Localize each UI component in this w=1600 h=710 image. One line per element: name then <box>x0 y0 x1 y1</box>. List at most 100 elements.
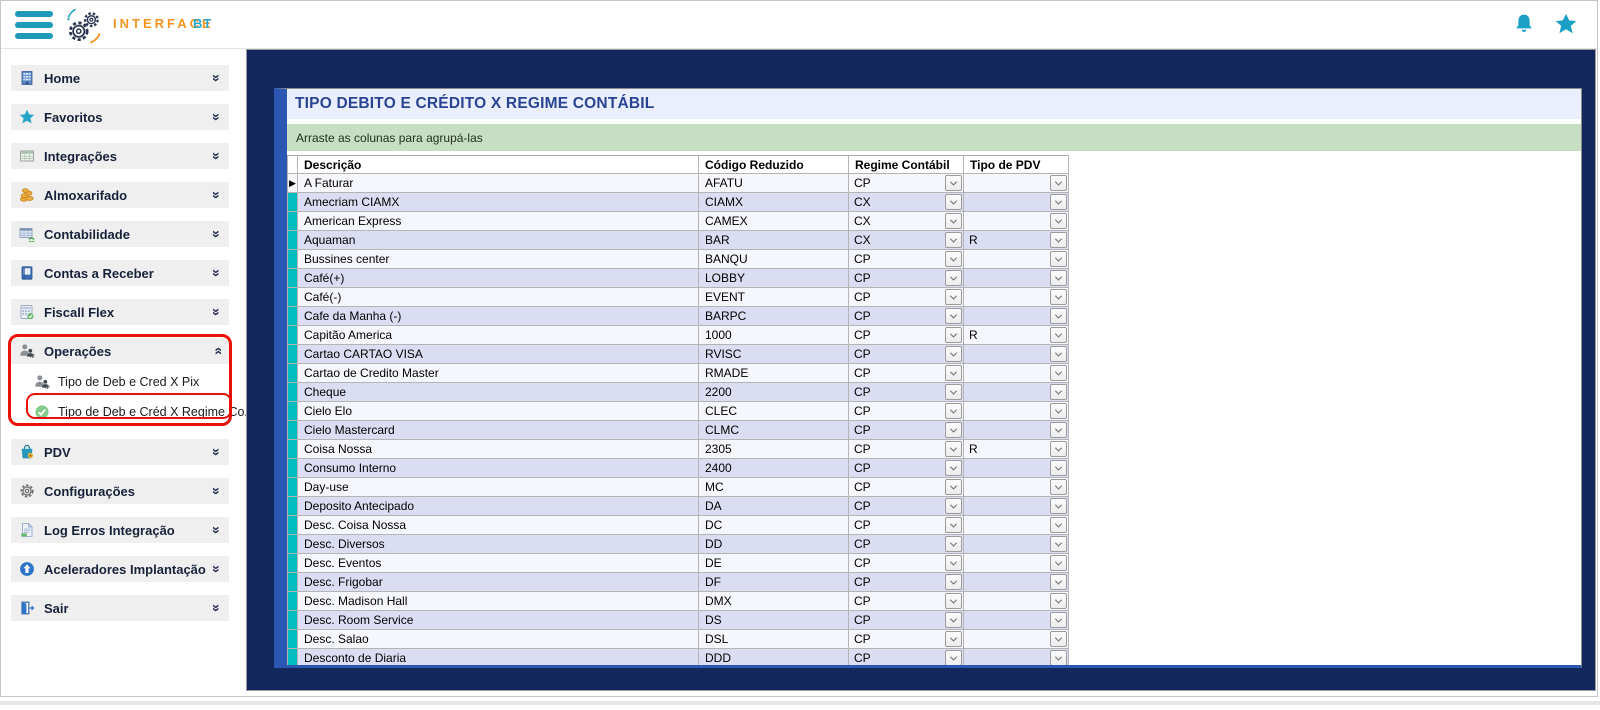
favorites-star-icon[interactable] <box>1555 13 1577 35</box>
tipo-pdv-dropdown[interactable] <box>1050 384 1067 400</box>
table-row[interactable]: Desc. Frigobar DF CP <box>287 572 1069 592</box>
tipo-pdv-dropdown[interactable] <box>1050 289 1067 305</box>
tipo-pdv-dropdown[interactable] <box>1050 460 1067 476</box>
regime-contabil-dropdown[interactable] <box>945 593 962 609</box>
regime-contabil-dropdown[interactable] <box>945 270 962 286</box>
tipo-pdv-dropdown[interactable] <box>1050 479 1067 495</box>
table-row[interactable]: Desc. Madison Hall DMX CP <box>287 591 1069 611</box>
regime-contabil-dropdown[interactable] <box>945 251 962 267</box>
tipo-pdv-dropdown[interactable] <box>1050 213 1067 229</box>
regime-contabil-dropdown[interactable] <box>945 365 962 381</box>
sidebar-item-integracoes[interactable]: Integrações» <box>11 143 229 169</box>
table-row[interactable]: Amecriam CIAMX CIAMX CX <box>287 192 1069 212</box>
regime-contabil-dropdown[interactable] <box>945 631 962 647</box>
regime-contabil-dropdown[interactable] <box>945 460 962 476</box>
column-group-drop-zone[interactable]: Arraste as colunas para agrupá-las <box>287 124 1581 151</box>
table-row[interactable]: Cielo Mastercard CLMC CP <box>287 420 1069 440</box>
regime-contabil-dropdown[interactable] <box>945 403 962 419</box>
regime-contabil-dropdown[interactable] <box>945 384 962 400</box>
table-row[interactable]: Day-use MC CP <box>287 477 1069 497</box>
sidebar-item-favoritos[interactable]: Favoritos» <box>11 104 229 130</box>
table-row[interactable]: Cartao de Credito Master RMADE CP <box>287 363 1069 383</box>
sidebar-item-log-erros-integracao[interactable]: Log Erros Integração» <box>11 517 229 543</box>
column-header-tipo-de-pdv[interactable]: Tipo de PDV <box>963 155 1069 174</box>
table-row[interactable]: Consumo Interno 2400 CP <box>287 458 1069 478</box>
tipo-pdv-dropdown[interactable] <box>1050 251 1067 267</box>
sidebar-item-sair[interactable]: Sair» <box>11 595 229 621</box>
tipo-pdv-dropdown[interactable] <box>1050 555 1067 571</box>
table-row[interactable]: American Express CAMEX CX <box>287 211 1069 231</box>
regime-contabil-dropdown[interactable] <box>945 194 962 210</box>
table-row[interactable]: Café(+) LOBBY CP <box>287 268 1069 288</box>
sidebar-item-almoxarifado[interactable]: Almoxarifado» <box>11 182 229 208</box>
column-header-descricao[interactable]: Descrição <box>297 155 699 174</box>
tipo-pdv-dropdown[interactable] <box>1050 650 1067 665</box>
regime-contabil-dropdown[interactable] <box>945 327 962 343</box>
tipo-pdv-dropdown[interactable] <box>1050 327 1067 343</box>
regime-contabil-dropdown[interactable] <box>945 555 962 571</box>
sidebar-subitem-tipo-deb-cred-regime[interactable]: Tipo de Deb e Créd X Regime Co... <box>34 400 255 424</box>
hamburger-menu-icon[interactable] <box>15 11 53 39</box>
sidebar-item-fiscall-flex[interactable]: Fiscall Flex» <box>11 299 229 325</box>
regime-contabil-dropdown[interactable] <box>945 536 962 552</box>
regime-contabil-dropdown[interactable] <box>945 612 962 628</box>
table-row[interactable]: Cafe da Manha (-) BARPC CP <box>287 306 1069 326</box>
sidebar-item-aceleradores-implantacao[interactable]: Aceleradores Implantação» <box>11 556 229 582</box>
tipo-pdv-dropdown[interactable] <box>1050 574 1067 590</box>
sidebar-subitem-tipo-deb-cred-pix[interactable]: Tipo de Deb e Cred X Pix <box>34 370 246 394</box>
column-header-regime-contabil[interactable]: Regime Contábil <box>848 155 964 174</box>
table-row[interactable]: Desc. Room Service DS CP <box>287 610 1069 630</box>
table-row[interactable]: Café(-) EVENT CP <box>287 287 1069 307</box>
tipo-pdv-dropdown[interactable] <box>1050 498 1067 514</box>
tipo-pdv-dropdown[interactable] <box>1050 593 1067 609</box>
regime-contabil-dropdown[interactable] <box>945 213 962 229</box>
tipo-pdv-dropdown[interactable] <box>1050 346 1067 362</box>
regime-contabil-dropdown[interactable] <box>945 650 962 665</box>
regime-contabil-dropdown[interactable] <box>945 346 962 362</box>
column-header-codigo-reduzido[interactable]: Código Reduzido <box>698 155 849 174</box>
tipo-pdv-dropdown[interactable] <box>1050 232 1067 248</box>
table-row[interactable]: Aquaman BAR CX R <box>287 230 1069 250</box>
tipo-pdv-dropdown[interactable] <box>1050 536 1067 552</box>
tipo-pdv-dropdown[interactable] <box>1050 365 1067 381</box>
tipo-pdv-dropdown[interactable] <box>1050 403 1067 419</box>
table-row[interactable]: Cielo Elo CLEC CP <box>287 401 1069 421</box>
table-row[interactable]: Cartao CARTAO VISA RVISC CP <box>287 344 1069 364</box>
tipo-pdv-dropdown[interactable] <box>1050 175 1067 191</box>
table-row[interactable]: Capitão America 1000 CP R <box>287 325 1069 345</box>
table-row[interactable]: Desc. Salao DSL CP <box>287 629 1069 649</box>
tipo-pdv-dropdown[interactable] <box>1050 441 1067 457</box>
sidebar-item-configuracoes[interactable]: Configurações» <box>11 478 229 504</box>
table-row[interactable]: Desc. Coisa Nossa DC CP <box>287 515 1069 535</box>
table-row[interactable]: Cheque 2200 CP <box>287 382 1069 402</box>
table-row[interactable]: Desc. Eventos DE CP <box>287 553 1069 573</box>
table-row[interactable]: Deposito Antecipado DA CP <box>287 496 1069 516</box>
tipo-pdv-dropdown[interactable] <box>1050 631 1067 647</box>
tipo-pdv-dropdown[interactable] <box>1050 194 1067 210</box>
regime-contabil-dropdown[interactable] <box>945 574 962 590</box>
regime-contabil-dropdown[interactable] <box>945 441 962 457</box>
sidebar-item-contabilidade[interactable]: Contabilidade» <box>11 221 229 247</box>
regime-contabil-dropdown[interactable] <box>945 175 962 191</box>
sidebar-item-operacoes[interactable]: Operações» <box>11 338 229 364</box>
sidebar-item-home[interactable]: Home» <box>11 65 229 91</box>
sidebar-item-contas-a-receber[interactable]: Contas a Receber» <box>11 260 229 286</box>
table-row[interactable]: Coisa Nossa 2305 CP R <box>287 439 1069 459</box>
table-row[interactable]: ▶ A Faturar AFATU CP <box>287 173 1069 193</box>
regime-contabil-dropdown[interactable] <box>945 517 962 533</box>
regime-contabil-dropdown[interactable] <box>945 479 962 495</box>
table-row[interactable]: Bussines center BANQU CP <box>287 249 1069 269</box>
table-row[interactable]: Desc. Diversos DD CP <box>287 534 1069 554</box>
regime-contabil-dropdown[interactable] <box>945 308 962 324</box>
tipo-pdv-dropdown[interactable] <box>1050 270 1067 286</box>
regime-contabil-dropdown[interactable] <box>945 289 962 305</box>
tipo-pdv-dropdown[interactable] <box>1050 422 1067 438</box>
sidebar-item-pdv[interactable]: PDV» <box>11 439 229 465</box>
notifications-bell-icon[interactable] <box>1513 13 1535 35</box>
table-row[interactable]: Desconto de Diaria DDD CP <box>287 648 1069 665</box>
tipo-pdv-dropdown[interactable] <box>1050 308 1067 324</box>
tipo-pdv-dropdown[interactable] <box>1050 612 1067 628</box>
regime-contabil-dropdown[interactable] <box>945 498 962 514</box>
regime-contabil-dropdown[interactable] <box>945 422 962 438</box>
regime-contabil-dropdown[interactable] <box>945 232 962 248</box>
